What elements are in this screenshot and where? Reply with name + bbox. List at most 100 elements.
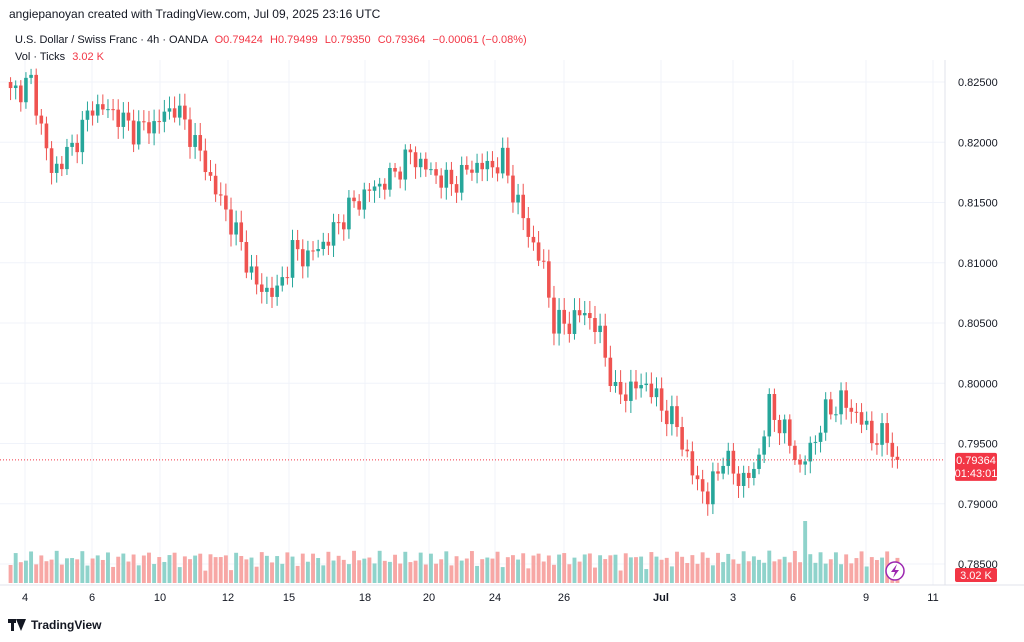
volume-bar [167, 555, 172, 583]
candle-body [316, 248, 320, 252]
candle-body [793, 445, 797, 460]
candle-body [818, 432, 823, 442]
candle-body [634, 381, 638, 389]
lightning-icon[interactable] [885, 561, 905, 581]
candle-body [495, 167, 500, 174]
volume-bar [126, 561, 131, 583]
volume-bar [695, 563, 700, 583]
volume-bar [116, 556, 121, 583]
candle-body [434, 169, 438, 176]
candle-body [136, 121, 141, 145]
volume-bar [495, 551, 500, 583]
candle-body [870, 420, 874, 444]
volume-bar [403, 551, 408, 583]
candle-body [762, 436, 766, 455]
volume-bar [828, 559, 833, 583]
candle-body [382, 183, 387, 190]
volume-bar [654, 556, 659, 583]
volume-bar [844, 554, 849, 583]
volume-bar [59, 564, 64, 583]
volume-bar [65, 558, 69, 583]
candle-body [357, 201, 361, 210]
volume-bar [295, 565, 300, 583]
volume-bar [54, 550, 59, 583]
volume-bar [70, 558, 75, 583]
candle-body [254, 266, 259, 285]
volume-bar [331, 560, 336, 583]
volume-bar [434, 563, 439, 583]
candle-body [234, 222, 238, 235]
candle-body [803, 461, 807, 465]
candle-body [336, 222, 341, 224]
volume-bar [552, 564, 556, 583]
volume-bar [136, 565, 141, 583]
candle-body [465, 164, 469, 170]
candle-body [95, 104, 100, 116]
candle-body [711, 471, 715, 505]
candle-body [859, 412, 864, 425]
volume-bar [259, 552, 264, 583]
candle-body [444, 169, 449, 188]
candle-body [864, 420, 869, 425]
volume-bar [131, 554, 136, 583]
volume-bar [803, 521, 808, 583]
volume-bar [362, 558, 367, 583]
candle-body [536, 242, 541, 261]
volume-bar [106, 552, 110, 583]
candle-body [265, 287, 269, 292]
candle-body [44, 123, 49, 149]
candle-body [608, 357, 613, 387]
price-tick-label: 0.82000 [958, 137, 998, 149]
volume-bar [300, 553, 305, 583]
candle-body [208, 172, 213, 176]
candle-body [572, 310, 577, 334]
volume-bar [8, 565, 13, 583]
candle-body [449, 169, 454, 185]
volume-bars [8, 521, 900, 583]
symbol-name: U.S. Dollar / Swiss Franc · 4h · OANDA [15, 34, 208, 46]
candle-body [895, 456, 900, 460]
tradingview-footer[interactable]: TradingView [8, 618, 101, 632]
volume-bar [275, 556, 280, 583]
candle-body [690, 451, 695, 476]
candle-body [777, 419, 782, 434]
volume-bar [254, 566, 259, 583]
volume-bar [705, 557, 710, 583]
volume-bar [208, 554, 213, 583]
volume-bar [762, 562, 767, 583]
candle-body [65, 146, 69, 170]
volume-bar [423, 564, 428, 583]
volume-bar [121, 553, 126, 583]
volume-bar [408, 562, 413, 583]
candle-body [593, 318, 597, 333]
close-value: C0.79364 [377, 34, 426, 46]
volume-bar [23, 560, 28, 583]
volume-bar [223, 555, 228, 583]
candle-body [295, 240, 300, 250]
volume-bar [562, 553, 567, 583]
candle-body [490, 160, 495, 168]
candle-body [177, 105, 182, 118]
time-tick-label: 6 [790, 592, 796, 604]
volume-bar [469, 551, 474, 583]
time-axis[interactable]: 4 6 10 12 15 18 20 24 26 Jul 3 6 9 11 [22, 592, 939, 604]
candle-body [80, 119, 85, 153]
volume-bar [490, 558, 495, 583]
candle-body [352, 197, 356, 202]
candle-body [126, 112, 131, 121]
volume-bar [85, 565, 90, 583]
volume-bar [787, 562, 792, 583]
volume-bar [623, 553, 628, 583]
candle-body [403, 149, 408, 180]
candle-body [506, 147, 510, 176]
volume-bar [874, 560, 879, 583]
volume-bar [285, 552, 290, 583]
volume-bar [464, 558, 469, 583]
volume-bar [716, 552, 720, 583]
volume-bar [157, 557, 162, 583]
candle-body [716, 471, 720, 474]
volume-bar [387, 561, 392, 583]
candle-body [172, 108, 177, 118]
candle-body [244, 242, 249, 273]
